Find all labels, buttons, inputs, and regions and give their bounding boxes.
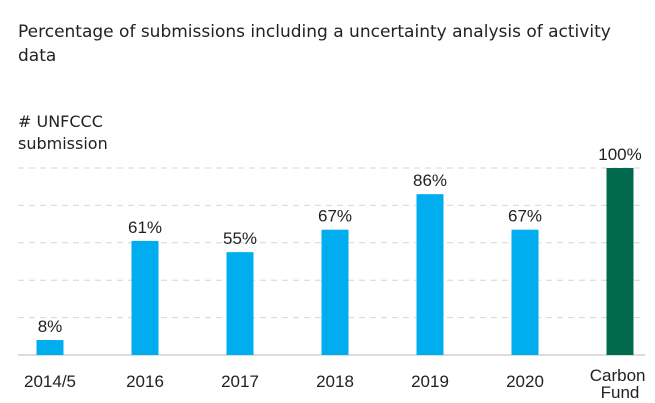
x-tick-label-line: Carbon: [590, 366, 650, 385]
x-tick-label-line: Fund: [601, 383, 640, 402]
data-label: 86%: [413, 171, 447, 190]
data-label: 61%: [128, 218, 162, 237]
x-tick-label: 2020: [506, 372, 544, 391]
data-label: 100%: [598, 145, 641, 164]
data-label: 8%: [38, 317, 63, 336]
x-tick-label: 2014/5: [24, 372, 76, 391]
bar: [226, 252, 254, 355]
chart-title: Percentage of submissions including a un…: [18, 22, 611, 66]
bar: [606, 168, 634, 355]
bar: [36, 340, 64, 355]
x-tick-label: 2016: [126, 372, 164, 391]
data-label: 67%: [318, 207, 352, 226]
x-tick-label: 2017: [221, 372, 259, 391]
bar: [511, 229, 539, 355]
x-tick-label: 2019: [411, 372, 449, 391]
y-axis-label: # UNFCCC submission: [18, 112, 108, 153]
x-tick-label: 2018: [316, 372, 354, 391]
data-label: 67%: [508, 207, 542, 226]
x-tick-label: Carbon Fund: [590, 366, 650, 402]
bar: [321, 229, 349, 355]
bar: [416, 194, 444, 355]
bar: [131, 240, 159, 355]
data-label: 55%: [223, 229, 257, 248]
